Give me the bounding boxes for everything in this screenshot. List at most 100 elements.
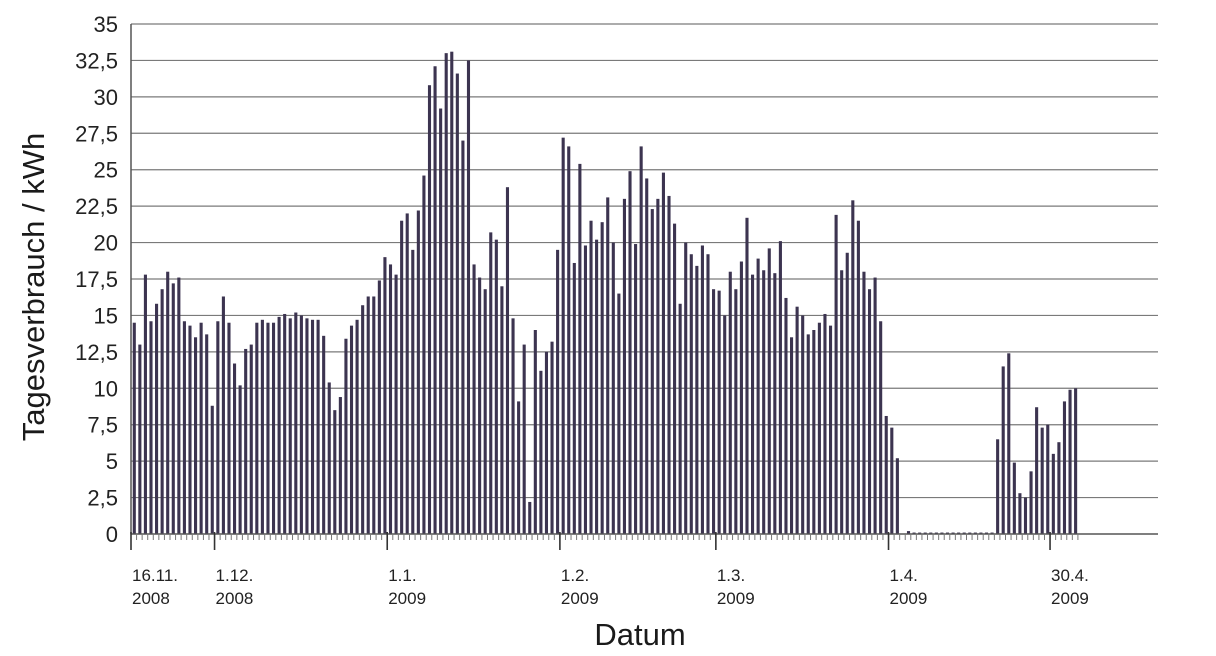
- bar: [517, 401, 521, 534]
- bar: [756, 258, 760, 534]
- bar: [778, 241, 782, 534]
- axes: [130, 24, 1158, 550]
- x-tick-label: 1.12.: [216, 566, 254, 585]
- bar: [678, 303, 682, 534]
- bar: [845, 252, 849, 534]
- bar: [840, 270, 844, 534]
- x-tick-label: 1.3.: [717, 566, 745, 585]
- bar: [333, 410, 337, 534]
- bar: [149, 321, 153, 534]
- bar: [595, 239, 599, 534]
- bar: [227, 322, 231, 534]
- bar: [767, 248, 771, 534]
- bar: [996, 439, 1000, 534]
- bar: [1051, 453, 1055, 534]
- bar: [572, 262, 576, 534]
- bar: [483, 289, 487, 534]
- bar: [138, 344, 142, 534]
- y-tick-label: 30: [94, 85, 118, 110]
- bar: [828, 325, 833, 534]
- bar: [706, 254, 710, 534]
- x-tick-label: 16.11.: [132, 566, 178, 585]
- bar: [166, 271, 170, 534]
- bar: [199, 322, 203, 534]
- bar: [589, 220, 593, 534]
- bar: [884, 415, 888, 534]
- bar: [355, 319, 359, 534]
- y-tick-label: 7,5: [87, 413, 118, 438]
- y-tick-label: 15: [94, 303, 118, 328]
- bar: [539, 370, 543, 534]
- bar: [684, 242, 688, 535]
- bar: [1023, 497, 1028, 534]
- bar: [450, 51, 454, 534]
- bar: [556, 249, 560, 534]
- bar: [873, 277, 877, 534]
- bar: [578, 163, 582, 534]
- bar: [388, 264, 393, 534]
- bar: [723, 315, 727, 534]
- y-tick-label: 27,5: [75, 121, 118, 146]
- bar: [1035, 407, 1039, 534]
- bar: [639, 146, 643, 534]
- bar: [344, 338, 348, 534]
- bar: [867, 289, 872, 534]
- bar: [271, 322, 276, 534]
- x-tick-labels: 16.11. 2008 1.12. 2008 1.1. 2009 1.2. 2009 1.3. 2…: [132, 566, 1089, 608]
- bar: [177, 277, 181, 534]
- bar: [656, 198, 660, 534]
- bar: [439, 108, 443, 534]
- bar: [405, 213, 409, 534]
- bar: [890, 427, 894, 534]
- bar: [789, 337, 794, 534]
- bar: [383, 257, 387, 534]
- bar: [617, 293, 621, 534]
- y-tick-label: 17,5: [75, 267, 118, 292]
- bar: [394, 274, 398, 534]
- bar: [561, 137, 565, 534]
- bar: [645, 178, 649, 534]
- bar: [600, 222, 604, 534]
- bar: [244, 348, 248, 534]
- x-tick-label: 1.2.: [561, 566, 589, 585]
- bar: [260, 319, 264, 534]
- x-tick-label: 2008: [216, 589, 254, 608]
- bar: [795, 306, 799, 534]
- bar: [160, 289, 164, 534]
- bar: [528, 501, 532, 534]
- bar: [1068, 389, 1072, 534]
- bar: [216, 321, 220, 534]
- x-tick-label: 1.1.: [388, 566, 416, 585]
- bar: [249, 344, 253, 534]
- bar: [544, 351, 549, 534]
- x-tick-label: 30.4.: [1051, 566, 1089, 585]
- bar: [734, 289, 738, 534]
- bar: [661, 172, 665, 534]
- bar: [667, 195, 671, 534]
- bar: [366, 296, 370, 534]
- bar: [400, 220, 404, 534]
- bar: [143, 274, 147, 534]
- y-tick-label: 20: [94, 231, 118, 256]
- bar: [299, 315, 303, 534]
- bar: [606, 197, 610, 534]
- bar: [583, 245, 588, 534]
- bar: [695, 265, 699, 534]
- x-tick-label: 2009: [561, 589, 599, 608]
- bar: [879, 321, 883, 534]
- bar: [745, 217, 749, 535]
- bar: [784, 297, 788, 534]
- bar: [327, 382, 331, 534]
- x-tick-label: 1.4.: [890, 566, 918, 585]
- bar: [444, 53, 448, 535]
- y-tick-label: 12,5: [75, 340, 118, 365]
- bar: [294, 312, 298, 534]
- bar: [1074, 388, 1078, 534]
- y-tick-label: 2,5: [87, 486, 118, 511]
- bar: [494, 239, 498, 534]
- y-tick-label: 25: [94, 158, 118, 183]
- bar: [255, 322, 259, 534]
- bar: [310, 319, 315, 534]
- x-tick-label: 2009: [717, 589, 755, 608]
